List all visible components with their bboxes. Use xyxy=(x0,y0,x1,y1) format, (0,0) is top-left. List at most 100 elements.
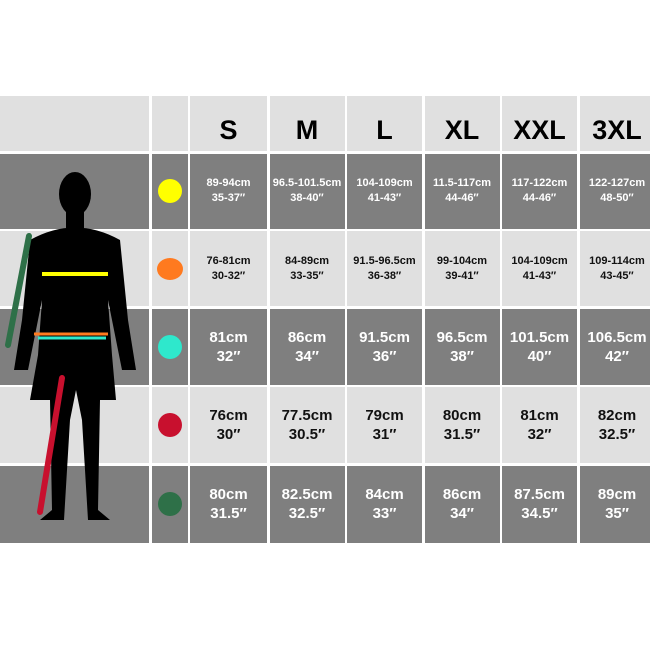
marker-cell xyxy=(151,308,188,385)
header-blank xyxy=(151,96,188,151)
cm-value: 122-127cm xyxy=(588,177,646,189)
chest-marker-icon xyxy=(157,179,182,203)
table-cell: 82cm 32.5″ xyxy=(579,387,650,463)
table-cell: 104-109cm 41-43″ xyxy=(502,231,577,306)
cm-value: 89cm xyxy=(597,486,637,503)
body-silhouette-figure xyxy=(5,172,136,520)
size-header-3xl: 3XL xyxy=(579,96,650,151)
inches-value: 36″ xyxy=(372,347,397,365)
cm-value: 117-122cm xyxy=(511,177,568,189)
cm-value: 109-114cm xyxy=(589,254,645,267)
inseam-line xyxy=(37,375,65,515)
table-cell: 82.5cm 32.5″ xyxy=(269,465,345,543)
cm-value: 96.5-101.5cm xyxy=(272,177,342,189)
table-cell: 77.5cm 30.5″ xyxy=(269,387,345,463)
table-cell: 87.5cm 34.5″ xyxy=(502,465,577,543)
cm-value: 82cm xyxy=(597,407,637,424)
cm-value: 86cm xyxy=(287,328,327,346)
cm-value: 91.5-96.5cm xyxy=(353,254,416,267)
table-cell: 101.5cm 40″ xyxy=(502,308,577,385)
table-cell: 84cm 33″ xyxy=(347,465,422,543)
size-header-s: S xyxy=(190,96,267,151)
cm-value: 96.5cm xyxy=(436,328,488,346)
size-header-xl: XL xyxy=(424,96,500,151)
table-cell: 96.5cm 38″ xyxy=(424,308,500,385)
inches-value: 30″ xyxy=(216,426,241,443)
table-cell: 81cm 32″ xyxy=(502,387,577,463)
table-cell: 91.5-96.5cm 36-38″ xyxy=(347,231,422,306)
cm-value: 84-89cm xyxy=(284,254,330,267)
table-cell: 86cm 34″ xyxy=(424,465,500,543)
table-cell: 86cm 34″ xyxy=(269,308,345,385)
cm-value: 91.5cm xyxy=(359,328,410,346)
inches-value: 32.5″ xyxy=(288,505,326,522)
cm-value: 79cm xyxy=(365,407,404,424)
table-cell: 76cm 30″ xyxy=(190,387,267,463)
cm-value: 76-81cm xyxy=(206,254,251,267)
inches-value: 38-40″ xyxy=(290,192,324,204)
table-cell: 104-109cm 41-43″ xyxy=(347,153,422,229)
cm-value: 77.5cm xyxy=(281,407,333,424)
cm-value: 81cm xyxy=(520,407,559,424)
table-cell: 76-81cm 30-32″ xyxy=(190,231,267,306)
inches-value: 30-32″ xyxy=(211,269,246,282)
marker-cell xyxy=(151,465,188,543)
inches-value: 31.5″ xyxy=(210,505,247,522)
table-cell: 91.5cm 36″ xyxy=(347,308,422,385)
cm-value: 104-109cm xyxy=(356,177,413,189)
inches-value: 41-43″ xyxy=(522,269,557,282)
header-blank xyxy=(0,96,149,151)
cm-value: 82.5cm xyxy=(281,486,333,503)
table-cell: 80cm 31.5″ xyxy=(424,387,500,463)
inches-value: 32.5″ xyxy=(598,426,636,443)
cm-value: 104-109cm xyxy=(511,254,568,267)
inches-value: 34.5″ xyxy=(521,505,558,522)
inches-value: 35-37″ xyxy=(211,192,246,204)
table-cell: 122-127cm 48-50″ xyxy=(579,153,650,229)
inches-value: 48-50″ xyxy=(600,192,634,204)
table-cell: 11.5-117cm 44-46″ xyxy=(424,153,500,229)
man-silhouette xyxy=(14,172,136,520)
marker-cell xyxy=(151,231,188,306)
cm-value: 89-94cm xyxy=(206,177,251,189)
sleeve-marker-icon xyxy=(157,492,182,516)
table-cell: 89cm 35″ xyxy=(579,465,650,543)
cm-value: 81cm xyxy=(209,328,248,346)
inches-value: 30.5″ xyxy=(288,426,326,443)
inches-value: 33-35″ xyxy=(290,269,324,282)
table-cell: 106.5cm 42″ xyxy=(579,308,650,385)
inches-value: 32″ xyxy=(216,347,241,365)
cm-value: 99-104cm xyxy=(436,254,488,267)
inches-value: 38″ xyxy=(450,347,474,365)
size-header-m: M xyxy=(269,96,345,151)
inches-value: 44-46″ xyxy=(445,192,479,204)
cm-value: 80cm xyxy=(209,486,248,503)
table-cell: 99-104cm 39-41″ xyxy=(424,231,500,306)
table-cell: 117-122cm 44-46″ xyxy=(502,153,577,229)
table-cell: 84-89cm 33-35″ xyxy=(269,231,345,306)
inches-value: 33″ xyxy=(372,505,397,522)
inches-value: 35″ xyxy=(605,505,629,522)
table-cell: 96.5-101.5cm 38-40″ xyxy=(269,153,345,229)
inches-value: 42″ xyxy=(605,347,629,365)
inches-value: 39-41″ xyxy=(445,269,479,282)
table-cell: 81cm 32″ xyxy=(190,308,267,385)
table-cell: 109-114cm 43-45″ xyxy=(579,231,650,306)
size-chart-table: S M L XL XXL 3XL 89-94cm 35-37″ 96.5-101.5cm 38-4… xyxy=(0,96,650,543)
marker-cell xyxy=(151,387,188,463)
cm-value: 86cm xyxy=(442,486,482,503)
table-cell: 79cm 31″ xyxy=(347,387,422,463)
inches-value: 44-46″ xyxy=(522,192,557,204)
cm-value: 101.5cm xyxy=(509,328,570,346)
size-header-xxl: XXL xyxy=(502,96,577,151)
table-cell: 89-94cm 35-37″ xyxy=(190,153,267,229)
inches-value: 34″ xyxy=(295,347,319,365)
inches-value: 40″ xyxy=(527,347,552,365)
inches-value: 31.5″ xyxy=(443,426,481,443)
table-cell: 80cm 31.5″ xyxy=(190,465,267,543)
inches-value: 36-38″ xyxy=(367,269,402,282)
inches-value: 41-43″ xyxy=(367,192,402,204)
figure-cell xyxy=(0,387,149,463)
inseam-marker-icon xyxy=(157,413,182,437)
size-header-l: L xyxy=(347,96,422,151)
